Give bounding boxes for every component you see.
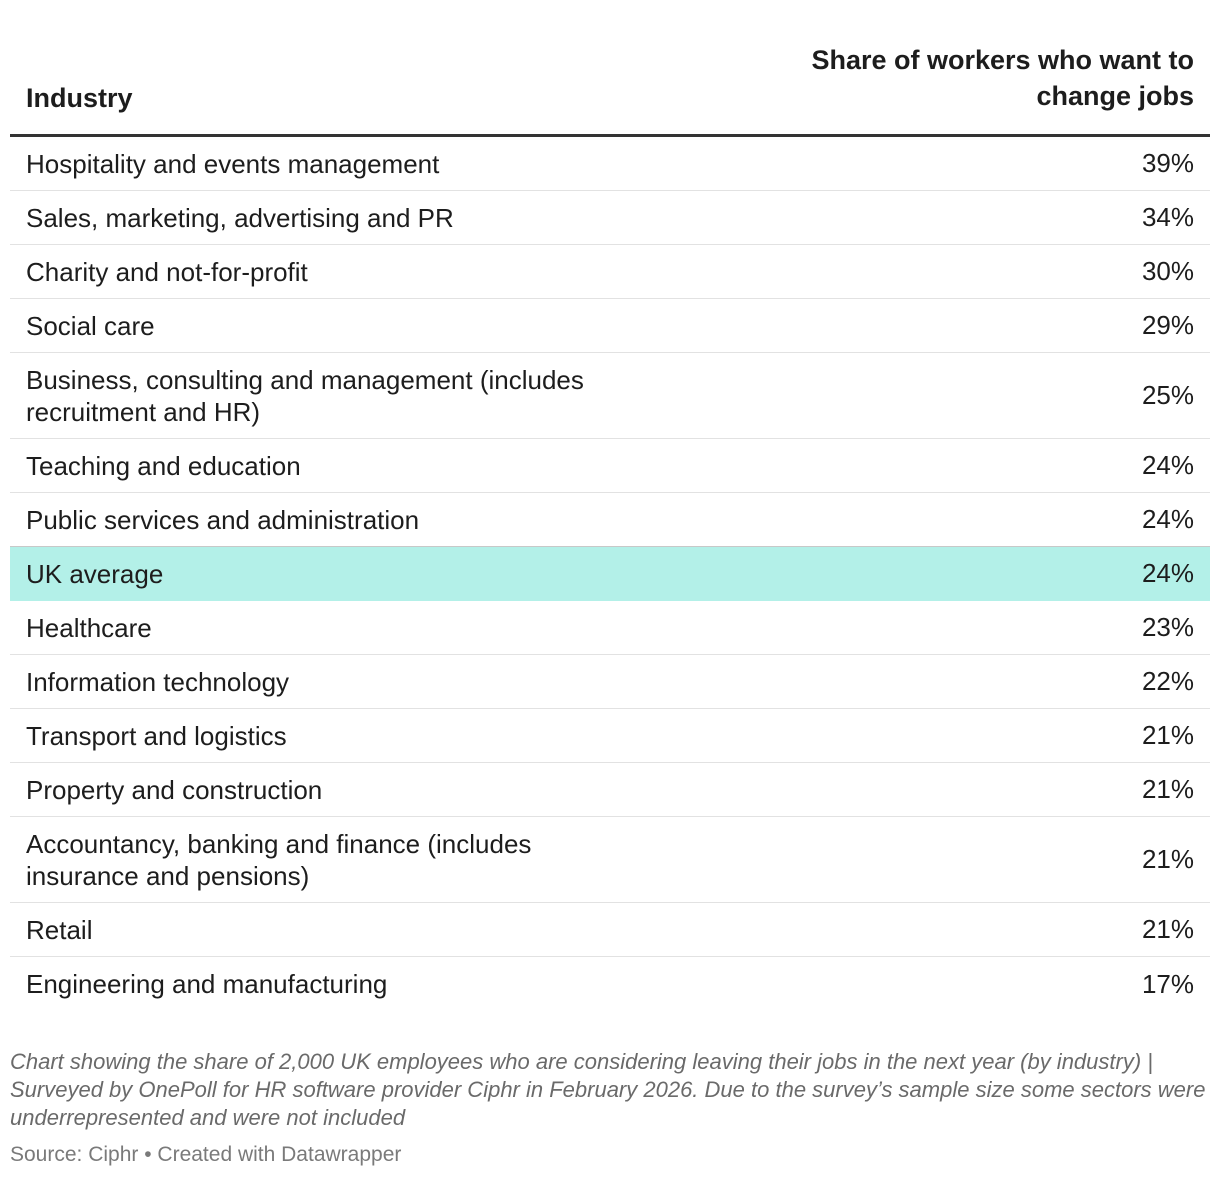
share-cell: 24% [1141, 558, 1194, 588]
share-cell: 21% [1141, 914, 1194, 944]
industry-cell: Public services and administration [26, 504, 420, 535]
table-header: Industry Share of workers who want to ch… [10, 0, 1210, 137]
share-cell: 24% [1141, 450, 1194, 480]
table-row: Information technology 22% [10, 655, 1210, 709]
column-header-industry[interactable]: Industry [26, 83, 133, 113]
share-cell: 22% [1141, 666, 1194, 696]
share-cell: 39% [1141, 148, 1194, 178]
share-cell: 25% [1141, 380, 1194, 410]
table-row: Engineering and manufacturing 17% [10, 957, 1210, 1011]
industry-cell: Social care [26, 310, 155, 341]
share-cell: 23% [1141, 612, 1194, 642]
column-header-share[interactable]: Share of workers who want to change jobs [811, 45, 1194, 111]
table-row: Teaching and education 24% [10, 439, 1210, 493]
share-cell: 21% [1141, 720, 1194, 750]
industry-cell: Information technology [26, 666, 290, 697]
table-row: Transport and logistics 21% [10, 709, 1210, 763]
table-row: Charity and not-for-profit 30% [10, 245, 1210, 299]
table-row: Business, consulting and management (inc… [10, 353, 1210, 439]
table: Industry Share of workers who want to ch… [10, 0, 1210, 1011]
industry-cell: Engineering and manufacturing [26, 969, 388, 999]
share-cell: 17% [1141, 968, 1194, 999]
table-row: Retail 21% [10, 903, 1210, 957]
industry-cell: Retail [26, 914, 93, 945]
table-row: Hospitality and events management 39% [10, 137, 1210, 191]
share-cell: 24% [1141, 504, 1194, 534]
industry-cell: Transport and logistics [26, 720, 287, 751]
table-row: Sales, marketing, advertising and PR 34% [10, 191, 1210, 245]
share-cell: 21% [1141, 774, 1194, 804]
share-cell: 30% [1141, 256, 1194, 286]
table-row: Social care 29% [10, 299, 1210, 353]
industry-cell: Hospitality and events management [26, 148, 440, 179]
industry-cell: Accountancy, banking and finance (includ… [26, 828, 532, 891]
chart-notes: Chart showing the share of 2,000 UK empl… [10, 1049, 1206, 1130]
industry-cell: Business, consulting and management (inc… [26, 364, 584, 427]
table-row: Healthcare 23% [10, 601, 1210, 655]
industry-cell: Charity and not-for-profit [26, 256, 308, 287]
table-row: Public services and administration 24% [10, 493, 1210, 547]
share-cell: 34% [1141, 202, 1194, 232]
industry-cell: UK average [26, 558, 164, 589]
table-row: Accountancy, banking and finance (includ… [10, 817, 1210, 903]
table-row-highlight: UK average 24% [10, 547, 1210, 601]
share-cell: 21% [1141, 844, 1194, 874]
table-row: Property and construction 21% [10, 763, 1210, 817]
chart-source: Source: Ciphr • Created with Datawrapper [10, 1143, 402, 1166]
share-cell: 29% [1141, 310, 1194, 340]
industry-cell: Property and construction [26, 774, 323, 805]
industry-cell: Teaching and education [26, 450, 301, 481]
industry-cell: Sales, marketing, advertising and PR [26, 202, 454, 233]
industry-cell: Healthcare [26, 612, 152, 643]
